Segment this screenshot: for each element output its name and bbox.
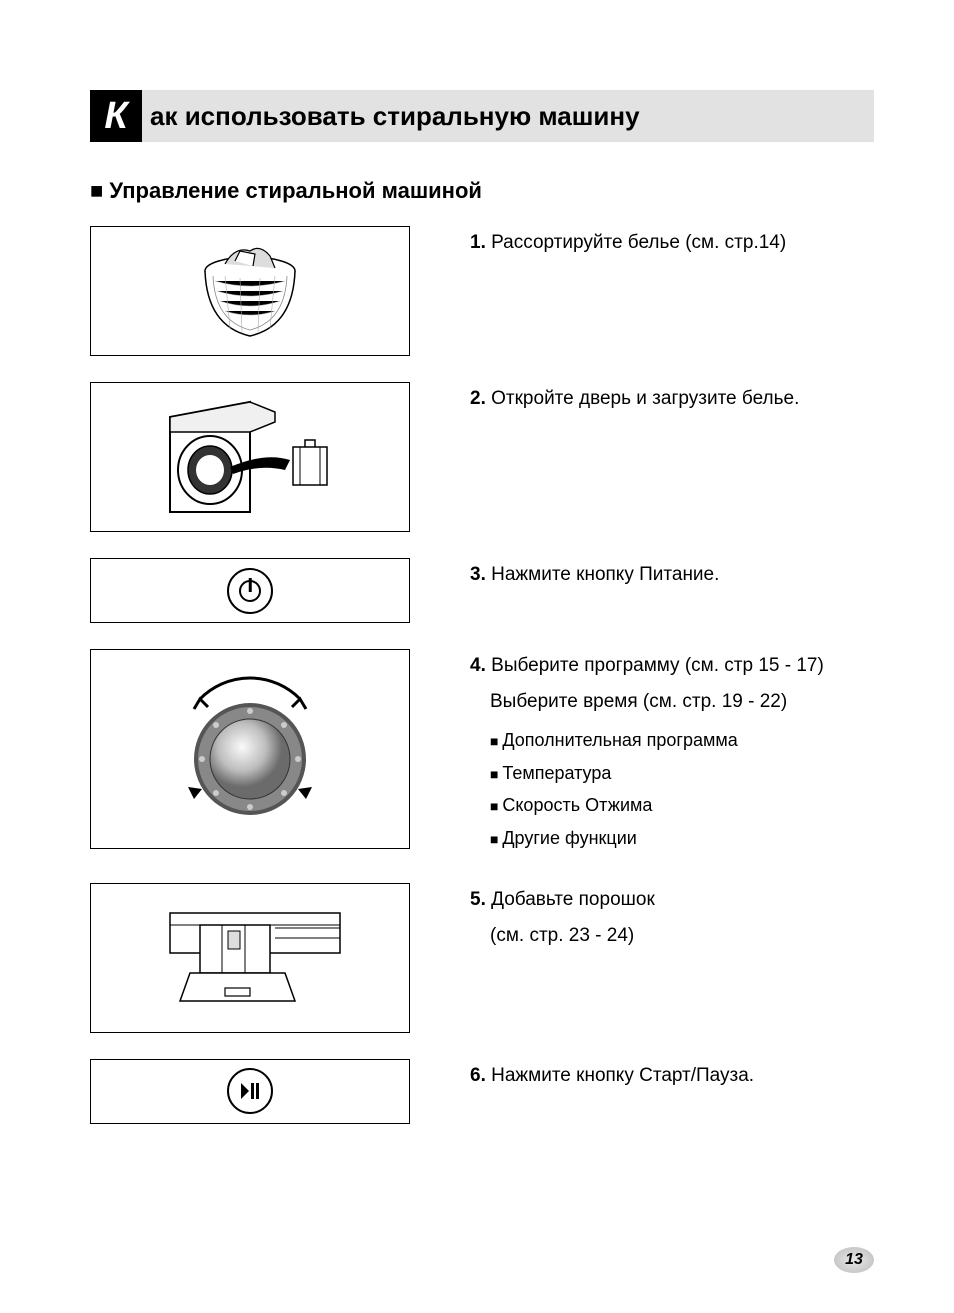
step-3-text: 3. Нажмите кнопку Питание. (470, 558, 719, 596)
step-3-desc: Нажмите кнопку Питание. (491, 564, 719, 585)
step-5-text: 5. Добавьте порошок (см. стр. 23 - 24) (470, 883, 655, 960)
section-subtitle: Управление стиральной машиной (90, 178, 874, 204)
step-2-text: 2. Откройте дверь и загрузите белье. (470, 382, 799, 420)
step-4-text: 4. Выберите программу (см. стр 15 - 17) … (470, 649, 824, 857)
step-2-desc: Откройте дверь и загрузите белье. (491, 388, 799, 409)
power-icon (227, 568, 273, 614)
illustration-program-dial (90, 649, 410, 849)
step-4-bullets: Дополнительная программа Температура Ско… (490, 726, 824, 853)
step-6-text: 6. Нажмите кнопку Старт/Пауза. (470, 1059, 754, 1097)
step-6-desc: Нажмите кнопку Старт/Пауза. (491, 1065, 754, 1086)
title-dropcap: К (90, 90, 142, 142)
steps-list: 1. Рассортируйте белье (см. стр.14) (90, 226, 874, 1124)
step-1-desc: Рассортируйте белье (см. стр.14) (491, 232, 786, 253)
illustration-load-machine (90, 382, 410, 532)
bullet-item: Дополнительная программа (490, 726, 824, 755)
step-4-sub: Выберите время (см. стр. 19 - 22) (490, 687, 824, 717)
step-2: 2. Откройте дверь и загрузите белье. (90, 382, 874, 532)
step-1: 1. Рассортируйте белье (см. стр.14) (90, 226, 874, 356)
manual-page: К ак использовать стиральную машину Упра… (0, 0, 954, 1313)
step-4-num: 4. (470, 655, 486, 676)
illustration-detergent-drawer (90, 883, 410, 1033)
illustration-start-pause-button (90, 1059, 410, 1124)
step-1-text: 1. Рассортируйте белье (см. стр.14) (470, 226, 786, 264)
washer-load-icon (155, 392, 345, 522)
bullet-item: Скорость Отжима (490, 791, 824, 820)
step-2-num: 2. (470, 388, 486, 409)
step-3: 3. Нажмите кнопку Питание. (90, 558, 874, 623)
start-pause-icon (227, 1068, 273, 1114)
step-4: 4. Выберите программу (см. стр 15 - 17) … (90, 649, 874, 857)
step-1-num: 1. (470, 232, 486, 253)
page-title: ак использовать стиральную машину (142, 90, 874, 142)
step-6-num: 6. (470, 1065, 486, 1086)
step-4-desc: Выберите программу (см. стр 15 - 17) (491, 655, 824, 676)
step-3-num: 3. (470, 564, 486, 585)
page-title-bar: К ак использовать стиральную машину (90, 90, 874, 142)
page-number: 13 (834, 1247, 874, 1273)
bullet-item: Другие функции (490, 824, 824, 853)
step-5-sub: (см. стр. 23 - 24) (490, 921, 655, 951)
basket-icon (185, 236, 315, 346)
dial-icon (150, 659, 350, 839)
step-5: 5. Добавьте порошок (см. стр. 23 - 24) (90, 883, 874, 1033)
illustration-power-button (90, 558, 410, 623)
illustration-laundry-basket (90, 226, 410, 356)
step-5-desc: Добавьте порошок (491, 889, 655, 910)
step-5-num: 5. (470, 889, 486, 910)
drawer-icon (140, 893, 360, 1023)
step-6: 6. Нажмите кнопку Старт/Пауза. (90, 1059, 874, 1124)
bullet-item: Температура (490, 759, 824, 788)
